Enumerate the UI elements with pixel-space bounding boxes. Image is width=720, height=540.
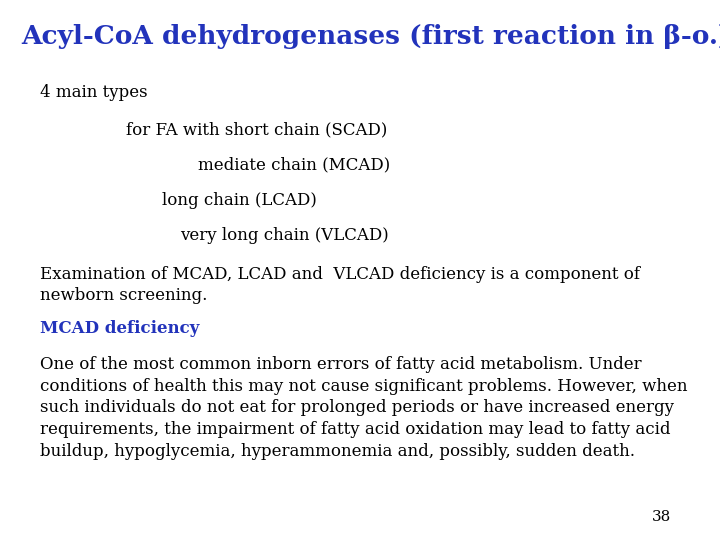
Text: Examination of MCAD, LCAD and  VLCAD deficiency is a component of
newborn screen: Examination of MCAD, LCAD and VLCAD defi…: [40, 266, 639, 304]
Text: mediate chain (MCAD): mediate chain (MCAD): [198, 157, 390, 173]
Text: 38: 38: [652, 510, 671, 524]
Text: MCAD deficiency: MCAD deficiency: [40, 320, 199, 336]
Text: long chain (LCAD): long chain (LCAD): [162, 192, 317, 208]
Text: One of the most common inborn errors of fatty acid metabolism. Under
conditions : One of the most common inborn errors of …: [40, 356, 687, 460]
Text: Acyl-CoA dehydrogenases (first reaction in β-o.): Acyl-CoA dehydrogenases (first reaction …: [22, 24, 720, 49]
Text: 4 main types: 4 main types: [40, 84, 147, 100]
Text: for FA with short chain (SCAD): for FA with short chain (SCAD): [126, 122, 387, 138]
Text: very long chain (VLCAD): very long chain (VLCAD): [180, 227, 389, 244]
